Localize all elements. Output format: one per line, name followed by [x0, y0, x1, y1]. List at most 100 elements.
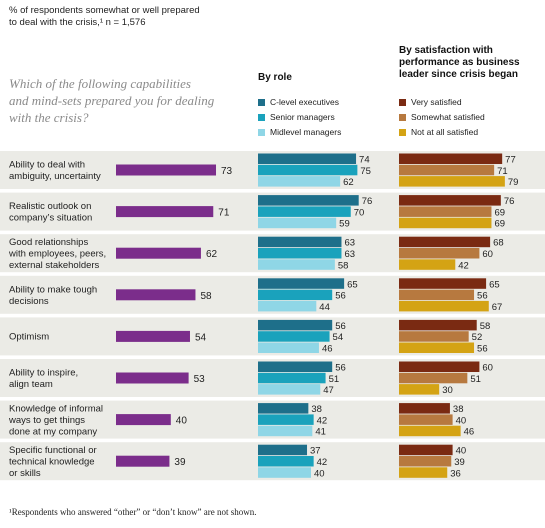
- legend-swatch-midlevel: [258, 129, 265, 136]
- satisfaction-bar: [399, 456, 452, 467]
- total-value-label: 73: [221, 166, 233, 177]
- role-bar: [258, 384, 321, 395]
- legend-label-senior: Senior managers: [270, 112, 335, 122]
- satisfaction-value-label: 60: [482, 363, 493, 374]
- satisfaction-title-line: performance as business: [399, 57, 520, 68]
- satisfaction-bar: [399, 372, 468, 384]
- satisfaction-value-label: 58: [480, 321, 491, 332]
- total-value-label: 62: [206, 249, 218, 260]
- category-label: Optimism: [9, 332, 49, 343]
- legend-swatch-very-satisfied: [399, 99, 406, 106]
- role-value-label: 74: [359, 155, 370, 166]
- category-label: done at my company: [9, 426, 97, 437]
- survey-question: Which of the following capabilities and …: [9, 75, 249, 126]
- total-value-label: 58: [200, 291, 212, 302]
- role-value-label: 44: [319, 302, 330, 313]
- legend-item-midlevel: Midlevel managers: [258, 127, 388, 137]
- satisfaction-bar: [399, 217, 492, 229]
- satisfaction-bar: [399, 319, 477, 331]
- category-label: Ability to make tough: [9, 284, 97, 295]
- category-label: Knowledge of informal: [9, 403, 103, 414]
- role-value-label: 56: [335, 291, 346, 302]
- role-bar: [258, 195, 359, 206]
- role-value-label: 51: [329, 374, 340, 385]
- legend-item-somewhat-satisfied: Somewhat satisfied: [399, 112, 539, 122]
- satisfaction-bar: [399, 248, 480, 259]
- role-bar: [258, 372, 326, 384]
- satisfaction-value-label: 56: [477, 344, 488, 355]
- total-bar: [116, 414, 171, 426]
- role-value-label: 63: [344, 249, 355, 260]
- legend-label-midlevel: Midlevel managers: [270, 127, 342, 137]
- role-value-label: 59: [339, 219, 350, 230]
- satisfaction-value-label: 40: [456, 446, 467, 457]
- satisfaction-value-label: 77: [505, 155, 516, 166]
- satisfaction-bar: [399, 444, 453, 456]
- role-value-label: 37: [310, 446, 321, 457]
- total-value-label: 39: [174, 457, 186, 468]
- role-group-title: By role: [258, 72, 292, 83]
- satisfaction-bar: [399, 195, 501, 206]
- role-bar: [258, 456, 314, 467]
- category-label: technical knowledge: [9, 456, 95, 467]
- role-value-label: 76: [362, 196, 373, 207]
- category-label: with employees, peers,: [8, 248, 106, 259]
- category-label: external stakeholders: [9, 260, 100, 271]
- question-line: and mind-sets prepared you for dealing: [9, 93, 215, 108]
- legend-item-very-satisfied: Very satisfied: [399, 97, 539, 107]
- legend-item-not-satisfied: Not at all satisfied: [399, 127, 539, 137]
- satisfaction-title-line: By satisfaction with: [399, 45, 493, 56]
- satisfaction-bar: [399, 164, 495, 176]
- satisfaction-bar: [399, 414, 453, 425]
- subtitle-line: to deal with the crisis,¹ n = 1,576: [9, 17, 146, 28]
- role-value-label: 63: [344, 238, 355, 249]
- category-label: Realistic outlook on: [9, 201, 91, 212]
- role-value-label: 58: [338, 260, 349, 271]
- satisfaction-bar: [399, 331, 469, 342]
- satisfaction-value-label: 51: [470, 374, 481, 385]
- category-label: Ability to inspire,: [9, 368, 78, 379]
- total-bar: [116, 164, 217, 176]
- role-bar: [258, 278, 345, 289]
- satisfaction-bar: [399, 384, 440, 395]
- category-label: align team: [9, 379, 53, 390]
- satisfaction-value-label: 76: [504, 196, 515, 207]
- role-bar: [258, 403, 309, 414]
- total-bar: [116, 455, 170, 467]
- satisfaction-value-label: 65: [489, 279, 500, 290]
- role-bar: [258, 236, 342, 248]
- role-bar: [258, 289, 333, 301]
- satisfaction-bar: [399, 342, 475, 353]
- category-label: Specific functional or: [9, 445, 97, 456]
- satisfaction-value-label: 36: [450, 468, 461, 479]
- footnote: ¹Respondents who answered “other” or “do…: [9, 507, 257, 517]
- question-line: Which of the following capabilities: [9, 76, 191, 91]
- satisfaction-title-line: leader since crisis began: [399, 69, 518, 80]
- satisfaction-value-label: 40: [456, 415, 467, 426]
- role-bar: [258, 331, 330, 342]
- legend-label-somewhat-satisfied: Somewhat satisfied: [411, 112, 485, 122]
- satisfaction-bar: [399, 206, 492, 217]
- role-bar: [258, 342, 319, 353]
- satisfaction-value-label: 46: [464, 427, 475, 438]
- role-value-label: 46: [322, 344, 333, 355]
- role-value-label: 56: [335, 321, 346, 332]
- satisfaction-bar: [399, 259, 456, 270]
- total-value-label: 40: [176, 416, 188, 427]
- role-value-label: 41: [315, 427, 326, 438]
- satisfaction-bar: [399, 236, 491, 248]
- satisfaction-bar: [399, 403, 450, 414]
- role-value-label: 42: [317, 415, 328, 426]
- role-bar: [258, 164, 358, 176]
- satisfaction-value-label: 38: [453, 404, 464, 415]
- satisfaction-value-label: 56: [477, 291, 488, 302]
- role-bar: [258, 444, 308, 456]
- role-value-label: 38: [311, 404, 322, 415]
- role-bar: [258, 206, 351, 217]
- satisfaction-bar: [399, 467, 448, 478]
- role-bar: [258, 467, 311, 478]
- total-bar: [116, 206, 214, 218]
- legend-swatch-c-level: [258, 99, 265, 106]
- satisfaction-bar: [399, 278, 487, 289]
